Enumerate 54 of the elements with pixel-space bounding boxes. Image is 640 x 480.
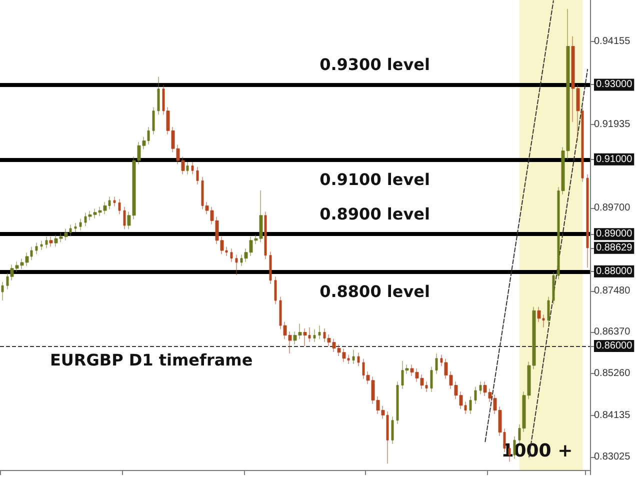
- y-tick-label: 0.85260: [594, 368, 631, 380]
- candlestick: [391, 416, 394, 444]
- candlestick: [469, 396, 472, 414]
- candlestick: [303, 328, 307, 346]
- candlestick: [479, 381, 482, 394]
- ref-line-label: 0.8900 level: [320, 204, 430, 224]
- candlestick: [552, 272, 555, 304]
- candlestick: [49, 236, 53, 248]
- candlestick: [357, 352, 360, 366]
- candlestick: [274, 276, 277, 304]
- candlestick: [152, 106, 155, 135]
- candlestick: [196, 166, 199, 185]
- candlestick: [1, 282, 4, 301]
- candlestick: [35, 242, 38, 254]
- candlestick: [45, 236, 48, 249]
- y-tick-label: 0.84135: [594, 410, 631, 422]
- y-tick-label: 0.86000: [596, 340, 633, 352]
- y-tick-label: 0.91935: [594, 119, 631, 130]
- ref-line-label: 0.9100 level: [320, 170, 430, 189]
- candlestick: [547, 296, 550, 324]
- candlestick: [264, 211, 267, 260]
- candlestick: [352, 350, 355, 364]
- ref-line-label: 0.8800 level: [320, 282, 430, 301]
- y-tick-label: 0.86370: [594, 326, 631, 338]
- y-tick-label: 0.88629: [596, 242, 633, 254]
- candlestick: [123, 206, 126, 230]
- y-tick-label: 0.88000: [596, 266, 633, 277]
- candlestick: [118, 198, 121, 215]
- candlestick: [313, 329, 316, 342]
- y-tick-label: 0.83025: [594, 452, 631, 463]
- candlestick: [474, 386, 477, 404]
- candlestick: [186, 162, 189, 175]
- candlestick: [157, 76, 160, 115]
- candlestick: [396, 381, 399, 424]
- candlestick: [113, 196, 116, 207]
- candlestick: [269, 251, 272, 284]
- y-tick-label: 0.89700: [594, 202, 631, 214]
- candlestick: [318, 325, 321, 340]
- candlestick: [79, 218, 82, 231]
- candlestick: [586, 174, 589, 268]
- ref-line-label: EURGBP D1 timeframe: [50, 350, 253, 370]
- candlestick: [235, 254, 238, 276]
- candlestick: [191, 162, 194, 175]
- y-tick-label: 0.91000: [596, 154, 633, 165]
- candlestick: [435, 353, 438, 374]
- y-tick-label: 0.89000: [596, 228, 633, 240]
- candlestick: [230, 248, 233, 262]
- ref-line-label: 0.9300 level: [320, 55, 430, 74]
- candlestick: [430, 366, 433, 392]
- y-tick-label: 0.94155: [594, 36, 631, 48]
- y-tick-label: 0.93000: [596, 79, 633, 90]
- y-tick-label: 0.87480: [594, 285, 631, 296]
- candlestick: [40, 240, 43, 250]
- candlestick: [74, 222, 77, 232]
